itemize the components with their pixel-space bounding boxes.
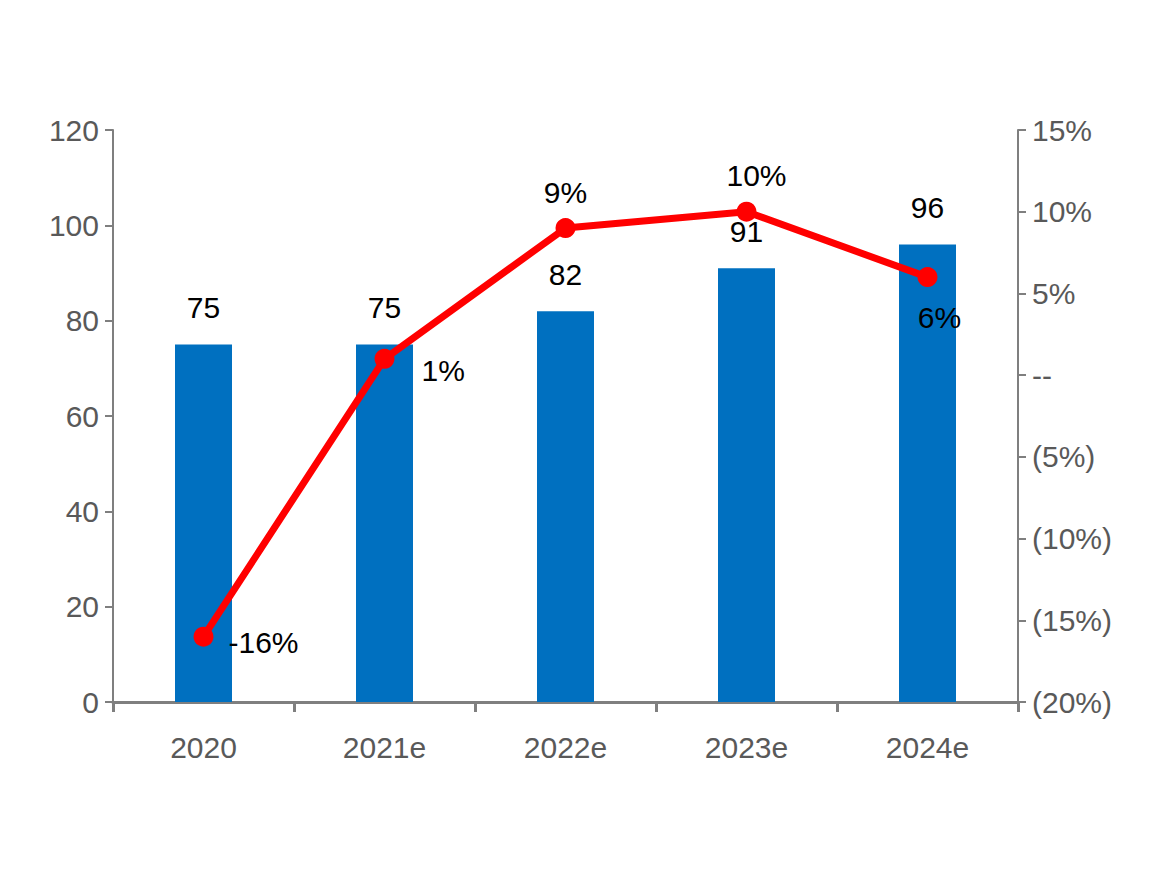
svg-text:40: 40 xyxy=(66,495,99,528)
svg-text:2020: 2020 xyxy=(170,731,237,764)
svg-text:9%: 9% xyxy=(544,176,587,209)
svg-text:2021e: 2021e xyxy=(343,731,426,764)
svg-text:91: 91 xyxy=(729,214,764,248)
svg-text:6%: 6% xyxy=(918,301,961,334)
svg-text:120: 120 xyxy=(49,114,99,147)
svg-text:-16%: -16% xyxy=(229,626,299,659)
svg-text:(10%): (10%) xyxy=(1032,522,1112,555)
svg-text:10%: 10% xyxy=(726,159,786,192)
svg-text:5%: 5% xyxy=(1032,277,1075,310)
svg-text:15%: 15% xyxy=(1032,114,1092,147)
svg-text:--: -- xyxy=(1032,359,1052,392)
svg-text:(20%): (20%) xyxy=(1032,686,1112,719)
svg-text:(5%): (5%) xyxy=(1032,440,1095,473)
svg-text:(15%): (15%) xyxy=(1032,604,1112,637)
svg-text:20: 20 xyxy=(66,590,99,623)
svg-text:75: 75 xyxy=(368,291,401,324)
svg-text:60: 60 xyxy=(66,400,99,433)
svg-text:2022e: 2022e xyxy=(524,731,607,764)
svg-text:2023e: 2023e xyxy=(705,731,788,764)
svg-text:80: 80 xyxy=(66,304,99,337)
svg-text:0: 0 xyxy=(82,686,99,719)
svg-text:82: 82 xyxy=(549,258,582,291)
svg-text:1%: 1% xyxy=(422,354,465,387)
svg-text:75: 75 xyxy=(187,291,220,324)
svg-text:100: 100 xyxy=(49,209,99,242)
svg-text:2024e: 2024e xyxy=(886,731,969,764)
svg-text:96: 96 xyxy=(911,191,944,224)
svg-text:10%: 10% xyxy=(1032,195,1092,228)
